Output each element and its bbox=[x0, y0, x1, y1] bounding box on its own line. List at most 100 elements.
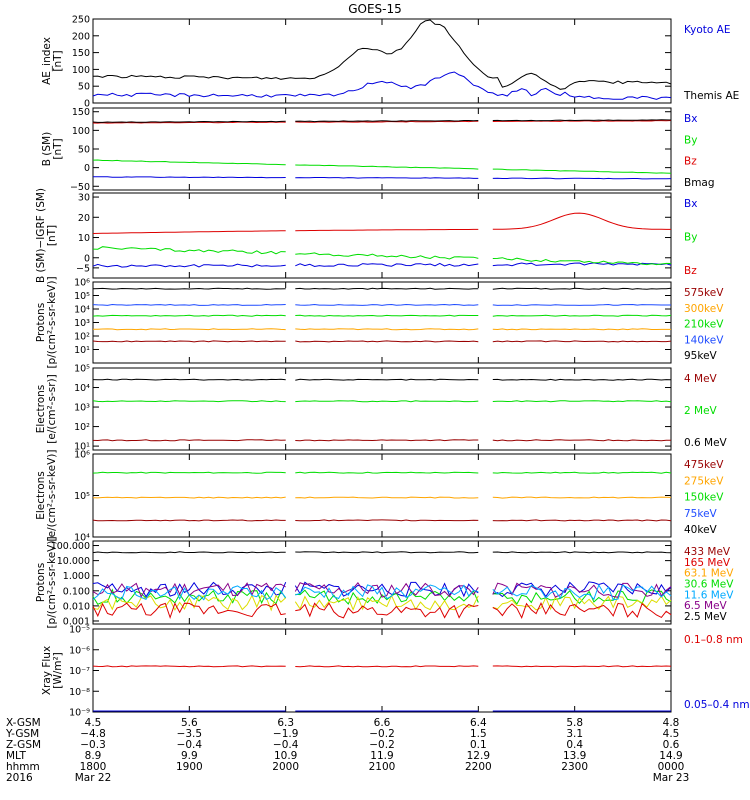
series-line bbox=[492, 340, 672, 343]
y-axis-label-line: Electrons bbox=[35, 471, 47, 520]
series-line bbox=[92, 263, 286, 268]
y-axis-label-line: Protons bbox=[35, 563, 47, 602]
y-tick-label: 10⁴ bbox=[74, 533, 90, 544]
y-axis-label-line: Xray Flux bbox=[41, 646, 53, 695]
y-tick-label: 0 bbox=[84, 253, 90, 264]
y-axis-label-unit: [nT] bbox=[52, 50, 64, 71]
legend-entry: Bz bbox=[684, 265, 697, 277]
footer-cell: 1800 bbox=[80, 761, 107, 773]
panel-frame bbox=[92, 281, 672, 364]
footer-cell: 10.9 bbox=[274, 750, 297, 762]
y-tick-label: 10⁴ bbox=[74, 383, 90, 394]
series-line bbox=[92, 665, 286, 668]
series-line bbox=[295, 314, 479, 317]
panel-e1: 10¹ 10² 10³ 10⁴ 10⁵ Electrons [e/(cm²-s-sr)] 4 … bbox=[35, 364, 728, 453]
footer-cell: 2100 bbox=[369, 761, 396, 773]
series-line bbox=[492, 119, 672, 122]
y-tick-label: 0.100 bbox=[63, 586, 90, 597]
panel-e2: 10⁴ 10⁵ 10⁶ Electrons [e/(cm²-s-sr-keV)] 475k… bbox=[35, 450, 724, 544]
y-tick-label: 150 bbox=[72, 107, 90, 118]
panel-p2: 0.0010.0100.1001.00010.000100.000Protons… bbox=[35, 536, 734, 628]
y-axis-label: B (SM)−IGRF (SM) [nT] bbox=[35, 188, 58, 283]
y-axis-label: Electrons [e/(cm²-s-sr-keV)] bbox=[35, 450, 58, 542]
legend-entry: 2 MeV bbox=[684, 405, 718, 417]
series-line bbox=[92, 602, 286, 620]
series-line bbox=[92, 471, 286, 474]
y-axis-label-unit: [W/m²] bbox=[52, 652, 64, 689]
y-tick-label: 10⁻⁷ bbox=[69, 666, 90, 677]
series-line bbox=[492, 496, 672, 499]
footer-cell: −0.4 bbox=[273, 739, 299, 751]
y-tick-label: 10 bbox=[78, 233, 90, 244]
series-line bbox=[492, 328, 671, 331]
series-line bbox=[492, 314, 672, 317]
legend-entry: 300keV bbox=[684, 303, 724, 315]
legend-entry: By bbox=[684, 232, 697, 244]
footer-cell: 1.5 bbox=[470, 728, 487, 740]
footer-cell: 0000 bbox=[658, 761, 685, 773]
legend-entry: Bmag bbox=[684, 177, 715, 189]
series-line bbox=[295, 328, 479, 331]
series-line bbox=[295, 439, 479, 442]
series-line bbox=[492, 400, 672, 403]
y-tick-label: 250 bbox=[72, 15, 90, 26]
footer-cell: 9.9 bbox=[181, 750, 198, 762]
legend-entry: 11.6 MeV bbox=[684, 589, 734, 601]
legend-entry: 0.05–0.4 nm bbox=[684, 699, 750, 711]
footer-cell: 11.9 bbox=[370, 750, 393, 762]
series-line bbox=[295, 252, 479, 260]
panel-frame bbox=[92, 18, 672, 104]
series-line bbox=[492, 287, 672, 290]
footer-cell: 5.8 bbox=[566, 717, 583, 729]
y-axis-label: Protons [p/(cm²-s-sr-keV)] bbox=[35, 276, 58, 368]
y-axis-label-line: Protons bbox=[35, 303, 47, 342]
y-tick-label: −5 bbox=[76, 263, 90, 274]
y-tick-label: 0.001 bbox=[63, 616, 90, 627]
y-axis-label-unit: [p/(cm²-s-sr-keV)] bbox=[46, 276, 58, 368]
panel-frame bbox=[92, 628, 672, 713]
footer-cell: −0.2 bbox=[369, 739, 395, 751]
series-line bbox=[93, 176, 286, 179]
panel-p1: 10¹ 10² 10³ 10⁴ 10⁵ 10⁶ Protons [p/(cm²-s-sr-ke… bbox=[35, 276, 724, 368]
series-line bbox=[295, 519, 479, 522]
series-line bbox=[492, 582, 672, 598]
y-axis-label-line: B (SM) bbox=[41, 132, 53, 166]
series-line bbox=[492, 378, 672, 381]
footer-cell: 6.6 bbox=[374, 717, 391, 729]
footer-cell: 2300 bbox=[561, 761, 588, 773]
y-axis-label-unit: [nT] bbox=[46, 225, 58, 246]
series-line bbox=[492, 439, 672, 442]
legend-entry: 63.1 MeV bbox=[684, 568, 734, 580]
legend-entry: Bx bbox=[684, 113, 697, 125]
series-line bbox=[92, 287, 286, 290]
series-line bbox=[92, 19, 672, 90]
series-line bbox=[295, 228, 479, 232]
legend-entry: By bbox=[684, 134, 697, 146]
series-line bbox=[92, 328, 286, 331]
footer-cell: 4.5 bbox=[663, 728, 680, 740]
footer-row-label: Z-GSM bbox=[6, 739, 41, 751]
series-line bbox=[295, 471, 479, 474]
y-axis-label: Electrons [e/(cm²-s-sr)] bbox=[35, 374, 58, 443]
footer-cell: −4.8 bbox=[80, 728, 106, 740]
footer-cell: −3.5 bbox=[177, 728, 203, 740]
legend-entry: 30.6 MeV bbox=[684, 579, 734, 591]
series-line bbox=[92, 314, 286, 317]
legend-entry: Kyoto AE bbox=[684, 24, 730, 36]
panel-bsm: −50 0 50 100 150 B (SM) [nT] Bx By Bz Bmag bbox=[41, 107, 715, 193]
series-line bbox=[492, 212, 671, 230]
footer-cell: 2200 bbox=[465, 761, 492, 773]
series-line bbox=[92, 439, 286, 442]
y-tick-label: 10⁻⁸ bbox=[69, 687, 90, 698]
y-tick-label: 200 bbox=[72, 31, 90, 42]
series-line bbox=[295, 378, 479, 381]
y-axis-label: Protons [p/(cm²-s-sr-keV)] bbox=[35, 536, 58, 628]
y-axis-label-unit: [e/(cm²-s-sr-keV)] bbox=[46, 450, 58, 542]
legend-entry: 2.5 MeV bbox=[684, 611, 728, 623]
series-line bbox=[295, 602, 479, 619]
series-line bbox=[492, 519, 672, 522]
legend-entry: 150keV bbox=[684, 492, 724, 504]
y-tick-label: 10⁵ bbox=[74, 291, 90, 302]
footer-row-label: Y-GSM bbox=[5, 728, 39, 740]
